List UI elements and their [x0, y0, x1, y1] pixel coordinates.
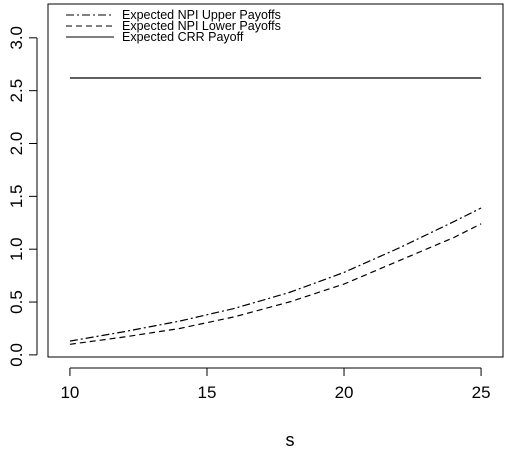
y-tick-label: 1.0 [7, 237, 26, 261]
y-tick-label: 0.5 [7, 290, 26, 314]
series-layer [69, 77, 482, 345]
y-tick-label: 1.5 [7, 185, 26, 209]
legend-label-1: Expected NPI Upper Payoffs [122, 8, 281, 22]
legend-label-3: Expected CRR Payoff [122, 30, 244, 44]
x-tick-label: 25 [472, 383, 491, 402]
y-axis: 0.0 0.5 1.0 1.5 2.0 2.5 3.0 [7, 26, 38, 367]
y-tick-label: 2.0 [7, 132, 26, 156]
x-axis: 10 15 20 25 [60, 367, 491, 402]
series-line-2 [69, 223, 482, 345]
x-axis-title: s [286, 430, 295, 450]
y-tick-label: 2.5 [7, 79, 26, 103]
plot-frame [47, 3, 504, 358]
x-tick-label: 15 [198, 383, 217, 402]
x-tick-label: 10 [60, 383, 79, 402]
y-tick-label: 3.0 [7, 26, 26, 50]
x-tick-label: 20 [335, 383, 354, 402]
series-line-1 [69, 207, 482, 342]
y-tick-label: 0.0 [7, 343, 26, 367]
legend-label-2: Expected NPI Lower Payoffs [122, 19, 281, 33]
